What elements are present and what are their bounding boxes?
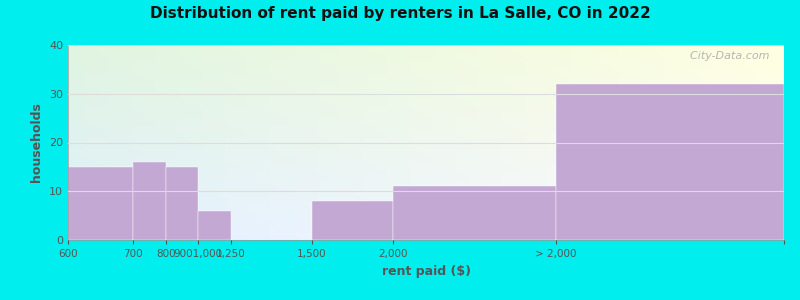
Text: Distribution of rent paid by renters in La Salle, CO in 2022: Distribution of rent paid by renters in … bbox=[150, 6, 650, 21]
Bar bbox=[133, 162, 166, 240]
Bar bbox=[198, 211, 230, 240]
X-axis label: rent paid ($): rent paid ($) bbox=[382, 265, 470, 278]
Bar bbox=[312, 201, 394, 240]
Bar bbox=[394, 186, 556, 240]
Bar bbox=[166, 167, 198, 240]
Y-axis label: households: households bbox=[30, 103, 43, 182]
Text: City-Data.com: City-Data.com bbox=[683, 51, 770, 61]
Bar bbox=[556, 84, 784, 240]
Bar bbox=[68, 167, 133, 240]
